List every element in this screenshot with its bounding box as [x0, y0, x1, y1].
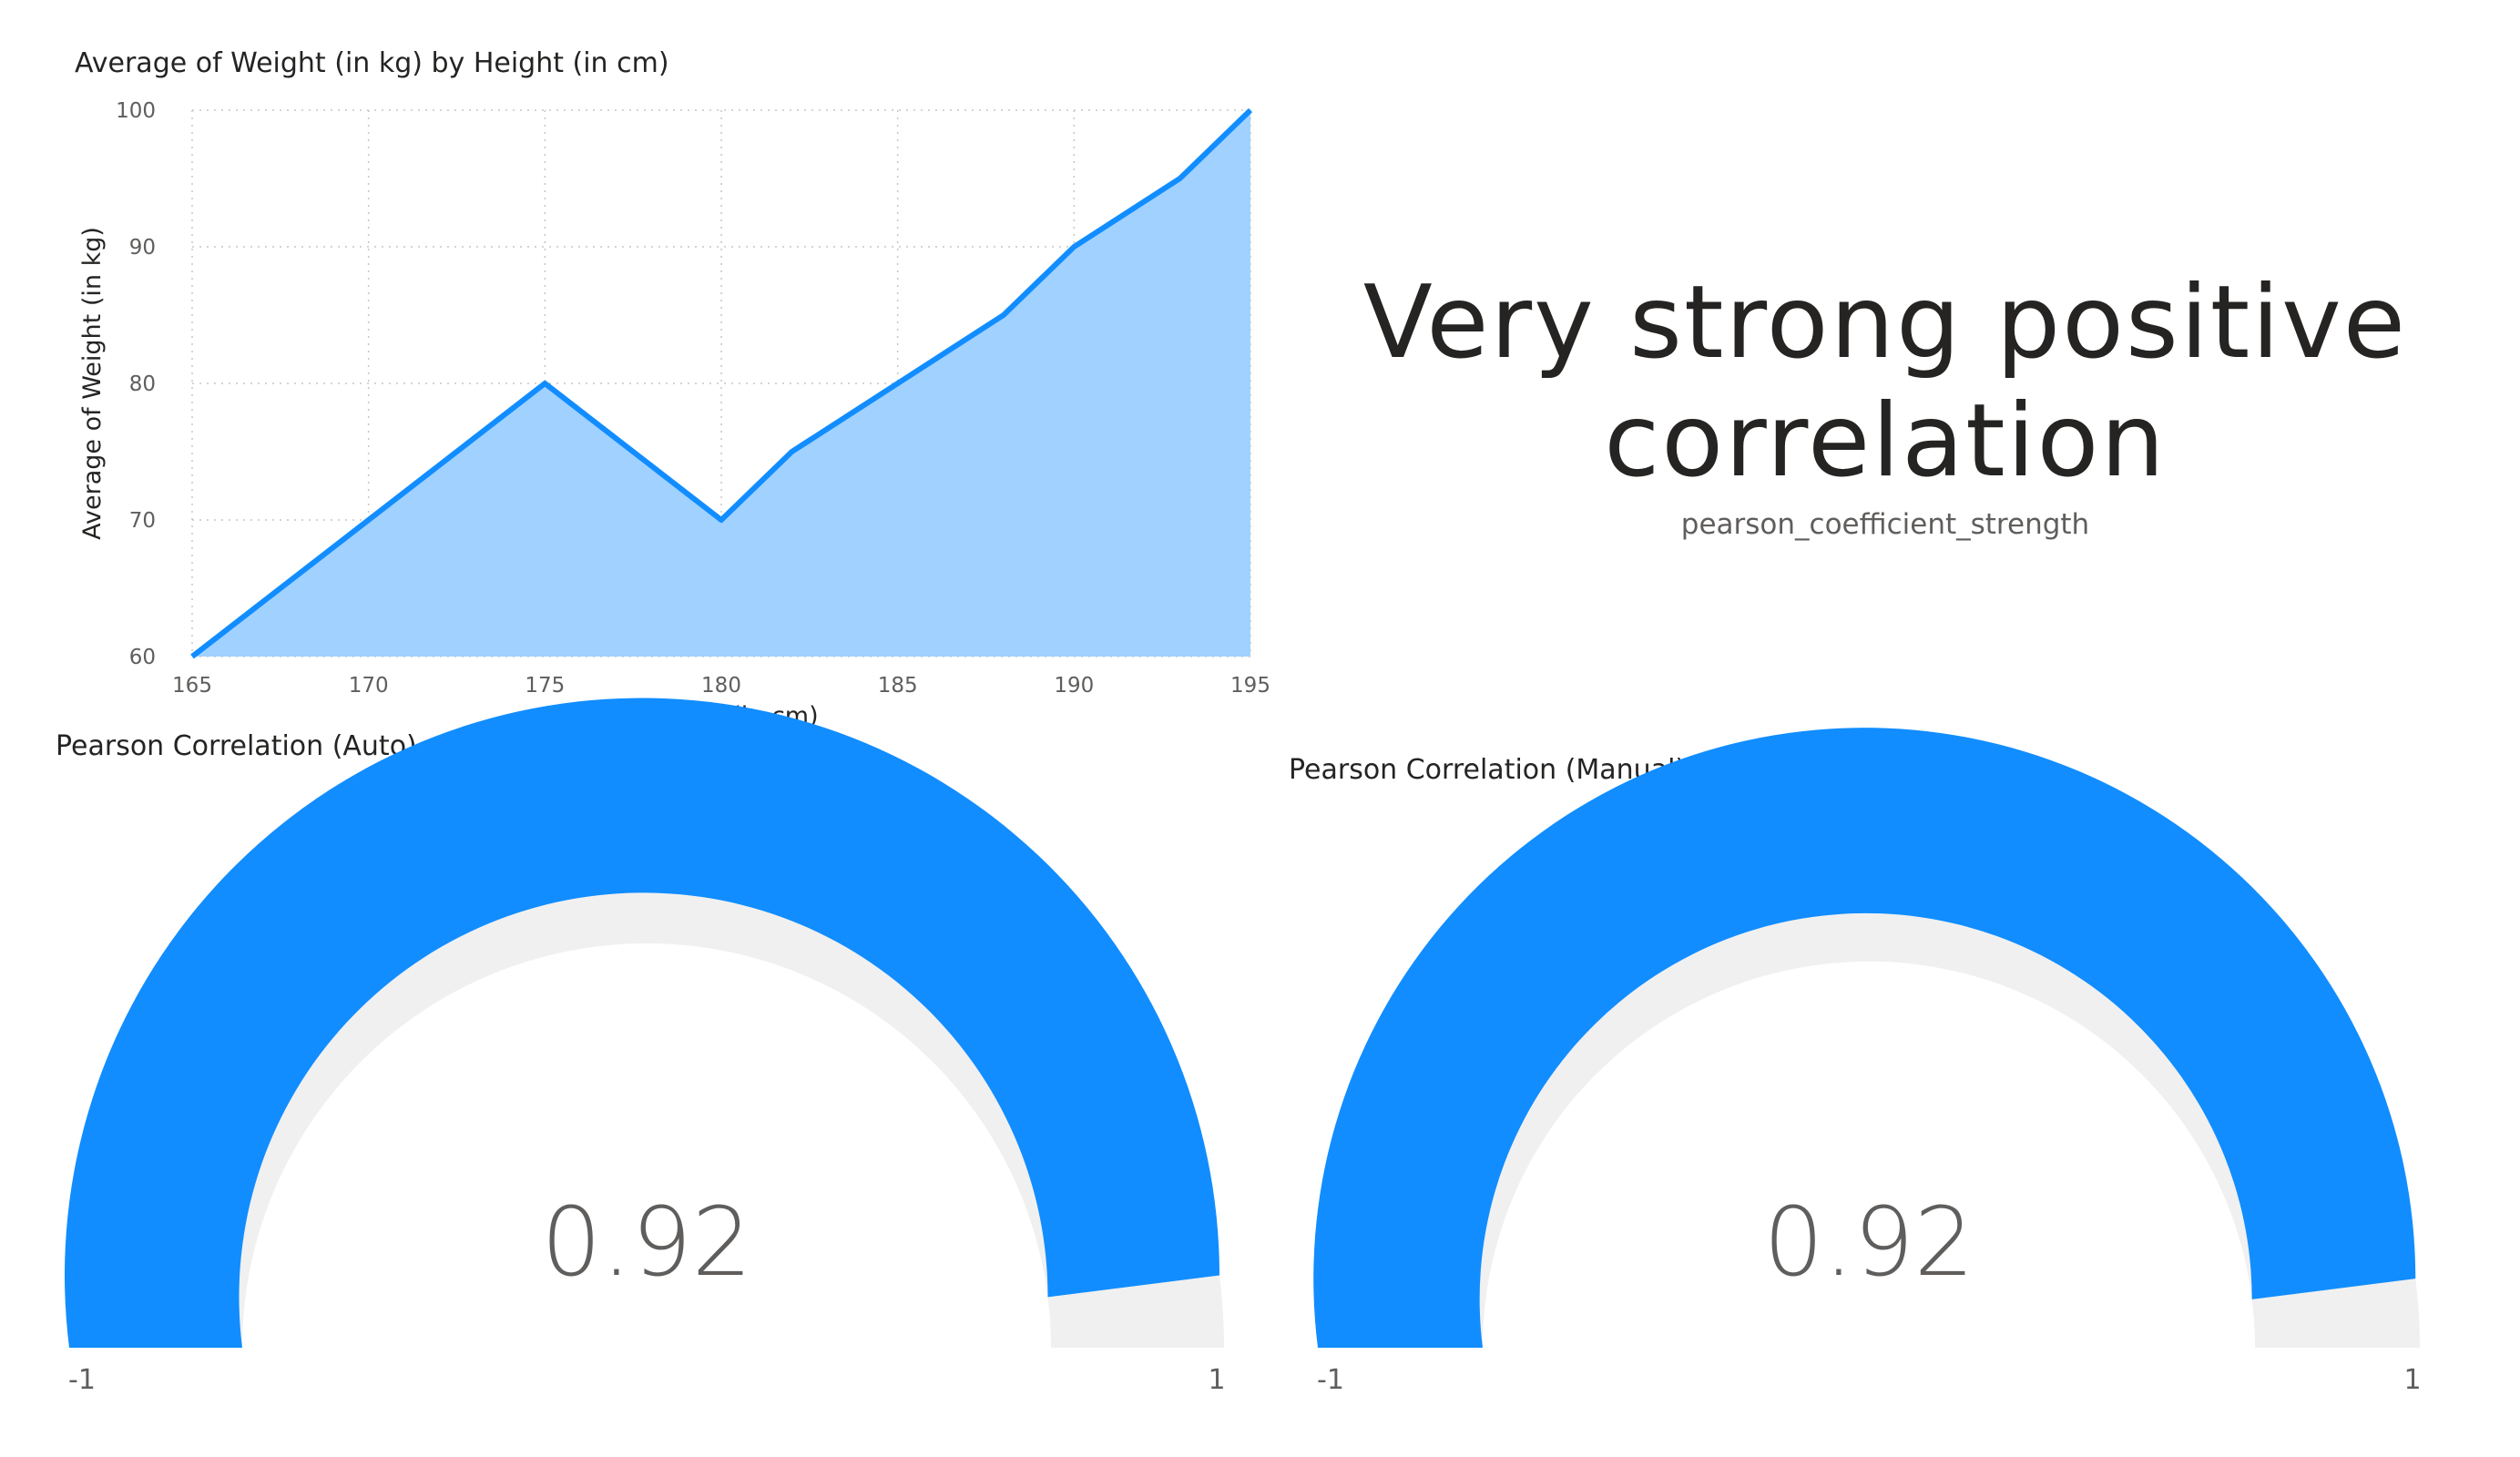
x-tick-label: 180: [701, 674, 741, 698]
x-tick-label: 175: [525, 674, 565, 698]
gauge-max-label: 1: [2403, 1364, 2421, 1396]
gauge-value: 0.92: [1763, 1187, 1974, 1298]
gauge-min-label: -1: [1317, 1364, 1344, 1396]
correlation-strength-card[interactable]: Very strong positive correlation pearson…: [1330, 264, 2441, 541]
y-tick-label: 90: [129, 236, 156, 260]
series-line[interactable]: [190, 107, 1253, 659]
gauge-max-label: 1: [1208, 1364, 1225, 1396]
x-tick-label: 190: [1054, 674, 1094, 698]
x-tick-label: 195: [1230, 674, 1270, 698]
card-label: pearson_coefficient_strength: [1680, 508, 2090, 541]
card-value: Very strong positive correlation: [1362, 264, 2408, 500]
y-axis-title: Average of Weight (in kg): [78, 227, 107, 540]
y-tick-label: 100: [116, 99, 156, 123]
gauge-min-label: -1: [68, 1364, 96, 1396]
gauge-manual-title: Pearson Correlation (Manual): [1289, 754, 1687, 786]
gauge-auto-title: Pearson Correlation (Auto): [56, 730, 417, 762]
area-fill: [192, 110, 1250, 657]
x-tick-label: 185: [878, 674, 918, 698]
x-tick-label: 170: [349, 674, 389, 698]
x-tick-label: 165: [172, 674, 212, 698]
y-tick-label: 60: [129, 646, 156, 669]
gauge-value: 0.92: [541, 1187, 752, 1298]
y-tick-label: 70: [129, 509, 156, 533]
gauge-fill: [1313, 728, 2416, 1348]
y-tick-label: 80: [129, 372, 156, 396]
gauge-fill: [65, 698, 1220, 1348]
chart-title: Average of Weight (in kg) by Height (in …: [75, 47, 669, 79]
